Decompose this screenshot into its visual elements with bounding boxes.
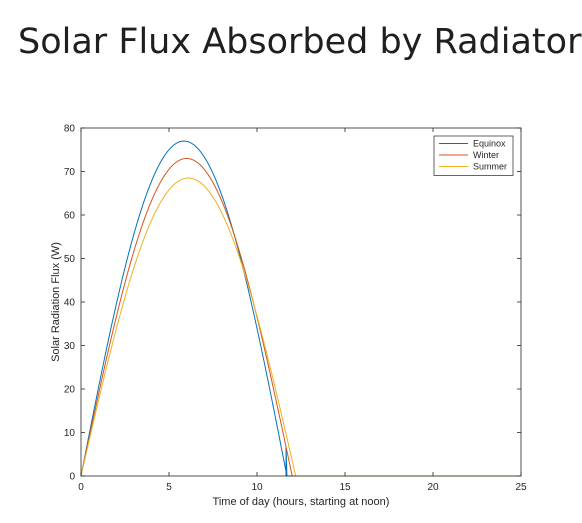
- x-tick-label: 5: [166, 482, 172, 493]
- series-line-winter: [80, 157, 521, 477]
- series-layer: [80, 140, 521, 477]
- legend-entry-label: Equinox: [473, 139, 506, 149]
- y-axis-label: Solar Radiation Flux (W): [50, 242, 62, 362]
- series-line-equinox: [80, 140, 521, 477]
- y-tick-label: 70: [64, 167, 76, 178]
- y-tick-label: 40: [64, 298, 76, 309]
- legend-box: [433, 135, 514, 176]
- x-tick-label: 10: [251, 482, 263, 493]
- series-line-summer: [80, 177, 521, 477]
- x-tick-label: 25: [515, 482, 527, 493]
- x-tick-label: 20: [427, 482, 439, 493]
- y-tick-label: 10: [64, 428, 76, 439]
- legend-entry-label: Summer: [473, 162, 507, 172]
- x-axis-ticks: 0 5 10 15 20 25: [78, 128, 527, 493]
- x-axis-label: Time of day (hours, starting at noon): [213, 496, 390, 508]
- page-title: Solar Flux Absorbed by Radiator: [18, 22, 582, 62]
- y-tick-label: 50: [64, 254, 76, 265]
- plot-frame: [80, 127, 522, 477]
- y-tick-label: 60: [64, 211, 76, 222]
- y-tick-label: 30: [64, 341, 76, 352]
- x-tick-label: 0: [78, 482, 84, 493]
- x-tick-label: 15: [339, 482, 351, 493]
- y-tick-label: 20: [64, 385, 76, 396]
- legend-entry-label: Winter: [473, 150, 499, 160]
- y-axis-ticks: 0 10 20 30 40 50 60 70 80: [64, 124, 521, 483]
- y-tick-label: 80: [64, 124, 76, 135]
- y-tick-label: 0: [69, 472, 75, 483]
